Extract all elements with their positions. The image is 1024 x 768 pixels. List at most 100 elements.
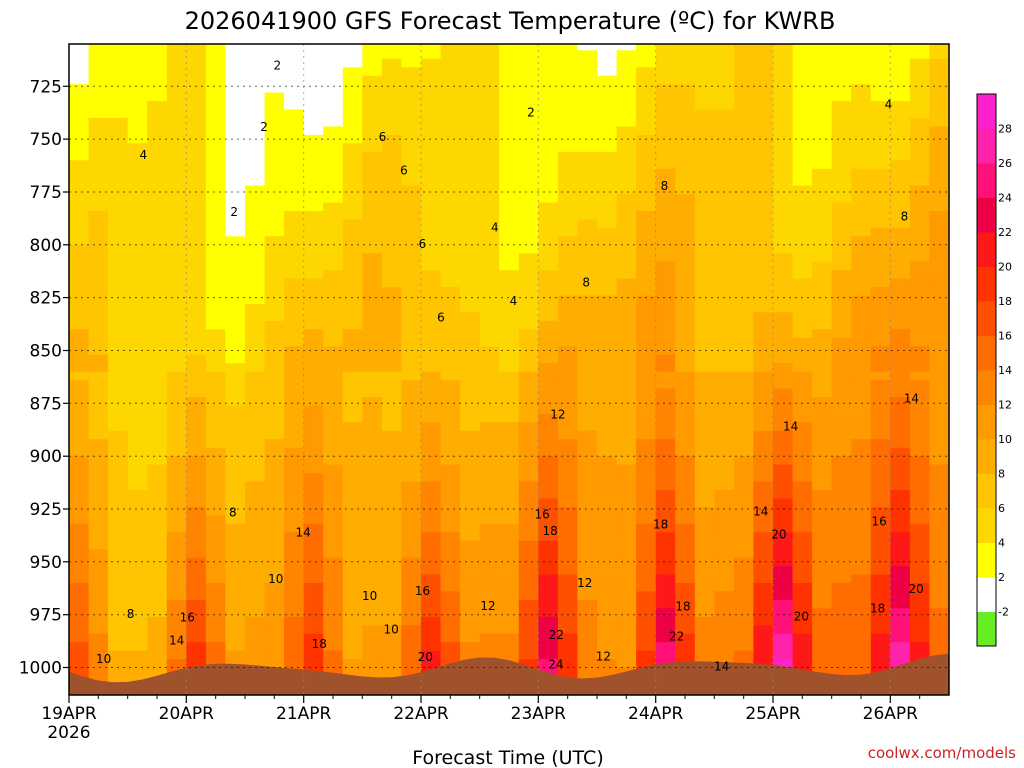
temperature-cell [479, 363, 500, 373]
temperature-cell [421, 506, 442, 517]
temperature-cell [166, 287, 188, 297]
temperature-cell [421, 549, 442, 559]
temperature-cell [792, 177, 813, 187]
temperature-cell [460, 464, 481, 474]
temperature-cell [245, 566, 266, 576]
temperature-cell [733, 523, 755, 533]
temperature-cell [460, 574, 481, 584]
temperature-cell [108, 244, 129, 254]
temperature-cell [323, 659, 344, 669]
temperature-cell [127, 84, 148, 94]
temperature-cell [108, 202, 129, 212]
temperature-cell [147, 608, 168, 618]
temperature-cell [538, 583, 559, 593]
temperature-cell [440, 92, 461, 102]
temperature-cell [401, 397, 422, 407]
temperature-cell [323, 270, 344, 280]
temperature-cell [264, 566, 285, 576]
temperature-cell [753, 151, 774, 161]
temperature-cell [753, 371, 774, 381]
temperature-cell [303, 304, 324, 314]
temperature-cell [577, 354, 598, 364]
temperature-cell [929, 44, 949, 52]
temperature-cell [909, 473, 931, 483]
temperature-cell [303, 413, 324, 424]
temperature-cell [694, 557, 716, 567]
temperature-cell [108, 304, 129, 314]
temperature-cell [186, 481, 207, 491]
temperature-cell [108, 616, 129, 626]
temperature-cell [909, 591, 931, 601]
temperature-cell [792, 515, 813, 525]
temperature-cell [870, 194, 892, 204]
temperature-cell [303, 270, 324, 280]
temperature-cell [88, 540, 109, 550]
temperature-cell [597, 388, 618, 398]
temperature-cell [147, 566, 168, 576]
temperature-cell [127, 160, 148, 170]
temperature-cell [675, 168, 696, 178]
temperature-cell [694, 101, 716, 111]
temperature-cell [870, 490, 892, 500]
temperature-cell [714, 67, 735, 77]
temperature-cell [890, 397, 911, 407]
temperature-cell [851, 633, 872, 643]
temperature-cell [812, 58, 833, 68]
temperature-cell [538, 616, 559, 626]
temperature-cell [225, 557, 246, 567]
x-tick-label: 25APR [745, 704, 801, 724]
credit-link[interactable]: coolwx.com/models [868, 744, 1016, 762]
temperature-cell [870, 177, 892, 187]
temperature-cell [773, 659, 794, 669]
temperature-cell [303, 194, 324, 204]
temperature-cell [381, 591, 403, 601]
temperature-cell [479, 84, 500, 94]
temperature-cell [108, 168, 129, 178]
temperature-cell [362, 625, 383, 635]
temperature-cell [909, 287, 931, 297]
temperature-cell [909, 633, 931, 643]
temperature-cell [870, 422, 892, 432]
temperature-cell [655, 118, 676, 128]
temperature-cell [186, 616, 207, 626]
temperature-cell [323, 320, 344, 331]
temperature-cell [733, 456, 755, 466]
temperature-cell [205, 380, 227, 390]
temperature-cell [890, 194, 911, 204]
temperature-cell [733, 608, 755, 618]
temperature-cell [362, 92, 383, 102]
temperature-cell [186, 633, 207, 643]
colorbar-frame [976, 93, 997, 647]
temperature-cell [675, 574, 696, 584]
temperature-cell [205, 168, 227, 178]
temperature-cell [245, 422, 266, 432]
temperature-cell [655, 532, 676, 542]
temperature-cell [831, 236, 852, 246]
temperature-cell [518, 261, 540, 271]
temperature-cell [655, 270, 676, 280]
temperature-cell [108, 337, 129, 347]
temperature-cell [401, 168, 422, 178]
temperature-cell [655, 574, 676, 584]
temperature-cell [773, 515, 794, 525]
temperature-cell [518, 329, 540, 339]
temperature-cell [381, 515, 403, 525]
temperature-cell [421, 574, 442, 584]
temperature-cell [909, 253, 931, 263]
temperature-cell [616, 464, 637, 474]
temperature-cell [753, 481, 774, 491]
temperature-cell [421, 380, 442, 390]
temperature-cell [225, 549, 246, 559]
temperature-cell [108, 371, 129, 381]
temperature-cell [812, 397, 833, 407]
temperature-cell [245, 143, 266, 153]
temperature-cell [538, 481, 559, 491]
temperature-cell [792, 473, 813, 483]
temperature-cell [460, 295, 481, 305]
temperature-cell [108, 650, 129, 660]
temperature-cell [831, 583, 852, 593]
temperature-cell [597, 227, 618, 238]
temperature-cell [69, 44, 90, 52]
temperature-cell [186, 506, 207, 517]
temperature-cell [733, 337, 755, 347]
